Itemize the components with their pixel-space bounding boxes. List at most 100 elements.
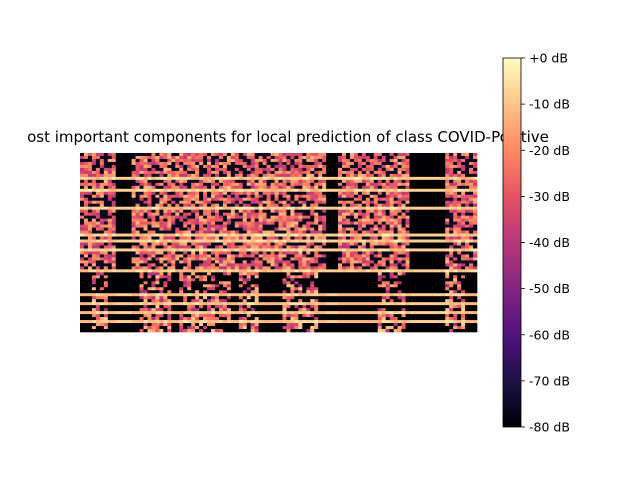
heatmap-cell bbox=[127, 227, 132, 231]
heatmap-cell bbox=[250, 173, 255, 178]
heatmap-cell bbox=[413, 176, 418, 181]
heatmap-cell bbox=[449, 284, 454, 288]
heatmap-cell bbox=[127, 251, 132, 255]
heatmap-cell bbox=[270, 179, 275, 184]
heatmap-cell bbox=[397, 224, 402, 228]
heatmap-cell bbox=[123, 272, 128, 276]
heatmap-cell bbox=[449, 278, 454, 282]
heatmap-cell bbox=[310, 153, 315, 157]
heatmap-cell bbox=[258, 278, 263, 282]
heatmap-cell bbox=[377, 212, 383, 216]
heatmap-cell bbox=[385, 200, 390, 205]
heatmap-cell bbox=[139, 287, 144, 291]
heatmap-cell bbox=[167, 287, 172, 291]
heatmap-cell bbox=[167, 239, 172, 243]
heatmap-cell bbox=[242, 224, 248, 228]
heatmap-cell bbox=[453, 209, 458, 213]
heatmap-cell bbox=[175, 191, 180, 196]
heatmap-cell bbox=[353, 230, 359, 234]
heatmap-cell bbox=[238, 182, 244, 187]
heatmap-cell bbox=[377, 203, 383, 207]
heatmap-cell bbox=[195, 203, 200, 207]
heatmap-cell bbox=[302, 224, 307, 228]
heatmap-cell bbox=[135, 248, 140, 252]
heatmap-cell bbox=[389, 179, 394, 184]
heatmap-cell bbox=[218, 170, 224, 175]
heatmap-cell bbox=[369, 191, 375, 196]
heatmap-cell bbox=[278, 233, 283, 237]
heatmap-cell bbox=[203, 209, 208, 213]
heatmap-cell bbox=[397, 209, 402, 213]
heatmap-cell bbox=[326, 200, 331, 205]
heatmap-cell bbox=[409, 266, 414, 270]
heatmap-cell bbox=[322, 155, 327, 160]
heatmap-cell bbox=[87, 167, 93, 172]
heatmap-cell bbox=[80, 230, 85, 234]
heatmap-cell bbox=[163, 290, 168, 294]
heatmap-cell bbox=[445, 158, 450, 163]
heatmap-cell bbox=[155, 263, 160, 267]
heatmap-cell bbox=[282, 251, 287, 255]
heatmap-cell bbox=[457, 212, 462, 216]
heatmap-cell bbox=[461, 209, 466, 213]
heatmap-cell bbox=[242, 242, 248, 246]
heatmap-cell bbox=[342, 161, 347, 166]
heatmap-cell bbox=[119, 239, 124, 243]
heatmap-cell bbox=[211, 263, 216, 267]
heatmap-cell bbox=[199, 275, 204, 279]
heatmap-cell bbox=[334, 263, 339, 267]
heatmap-cell bbox=[373, 254, 379, 258]
heatmap-cell bbox=[80, 254, 85, 258]
heatmap-cell bbox=[139, 221, 144, 225]
heatmap-cell bbox=[155, 293, 160, 297]
heatmap-cell bbox=[127, 272, 132, 276]
heatmap-cell bbox=[409, 284, 414, 288]
heatmap-cell bbox=[175, 242, 180, 246]
heatmap-cell bbox=[326, 281, 331, 285]
heatmap-cell bbox=[262, 167, 267, 172]
heatmap-cell bbox=[298, 185, 303, 190]
heatmap-cell bbox=[230, 293, 236, 297]
heatmap-cell bbox=[270, 239, 275, 243]
heatmap-cell bbox=[187, 203, 192, 207]
heatmap-cell bbox=[441, 245, 446, 249]
heatmap-cell bbox=[107, 203, 113, 207]
heatmap-cell bbox=[310, 161, 315, 166]
heatmap-cell bbox=[421, 185, 426, 190]
heatmap-cell bbox=[151, 230, 156, 234]
heatmap-cell bbox=[385, 275, 390, 279]
heatmap-cell bbox=[326, 239, 331, 243]
heatmap-cell bbox=[234, 254, 240, 258]
heatmap-cell bbox=[147, 245, 152, 249]
heatmap-cell bbox=[91, 209, 97, 213]
heatmap-cell bbox=[135, 215, 140, 219]
heatmap-cell bbox=[306, 269, 311, 273]
heatmap-cell bbox=[218, 206, 224, 210]
heatmap-cell bbox=[469, 227, 474, 231]
heatmap-cell bbox=[211, 179, 216, 184]
heatmap-cell bbox=[167, 173, 172, 178]
heatmap-cell bbox=[457, 245, 462, 249]
heatmap-cell bbox=[91, 176, 97, 181]
heatmap-cell bbox=[381, 191, 386, 196]
heatmap-cell bbox=[95, 254, 101, 258]
heatmap-cell bbox=[421, 200, 426, 205]
heatmap-cell bbox=[80, 206, 85, 210]
heatmap-cell bbox=[175, 206, 180, 210]
heatmap-cell bbox=[449, 209, 454, 213]
heatmap-cell bbox=[385, 272, 390, 276]
heatmap-cell bbox=[203, 242, 208, 246]
heatmap-cell bbox=[405, 254, 410, 258]
heatmap-cell bbox=[385, 248, 390, 252]
heatmap-cell bbox=[373, 251, 379, 255]
heatmap-cell bbox=[441, 293, 446, 297]
heatmap-cell bbox=[330, 218, 335, 222]
heatmap-cell bbox=[349, 218, 355, 222]
heatmap-cell bbox=[373, 218, 379, 222]
heatmap-cell bbox=[322, 251, 327, 255]
heatmap-cell bbox=[302, 218, 307, 222]
heatmap-cell bbox=[385, 257, 390, 261]
heatmap-cell bbox=[298, 251, 303, 255]
heatmap-cell bbox=[421, 209, 426, 213]
heatmap-cell bbox=[183, 212, 188, 216]
